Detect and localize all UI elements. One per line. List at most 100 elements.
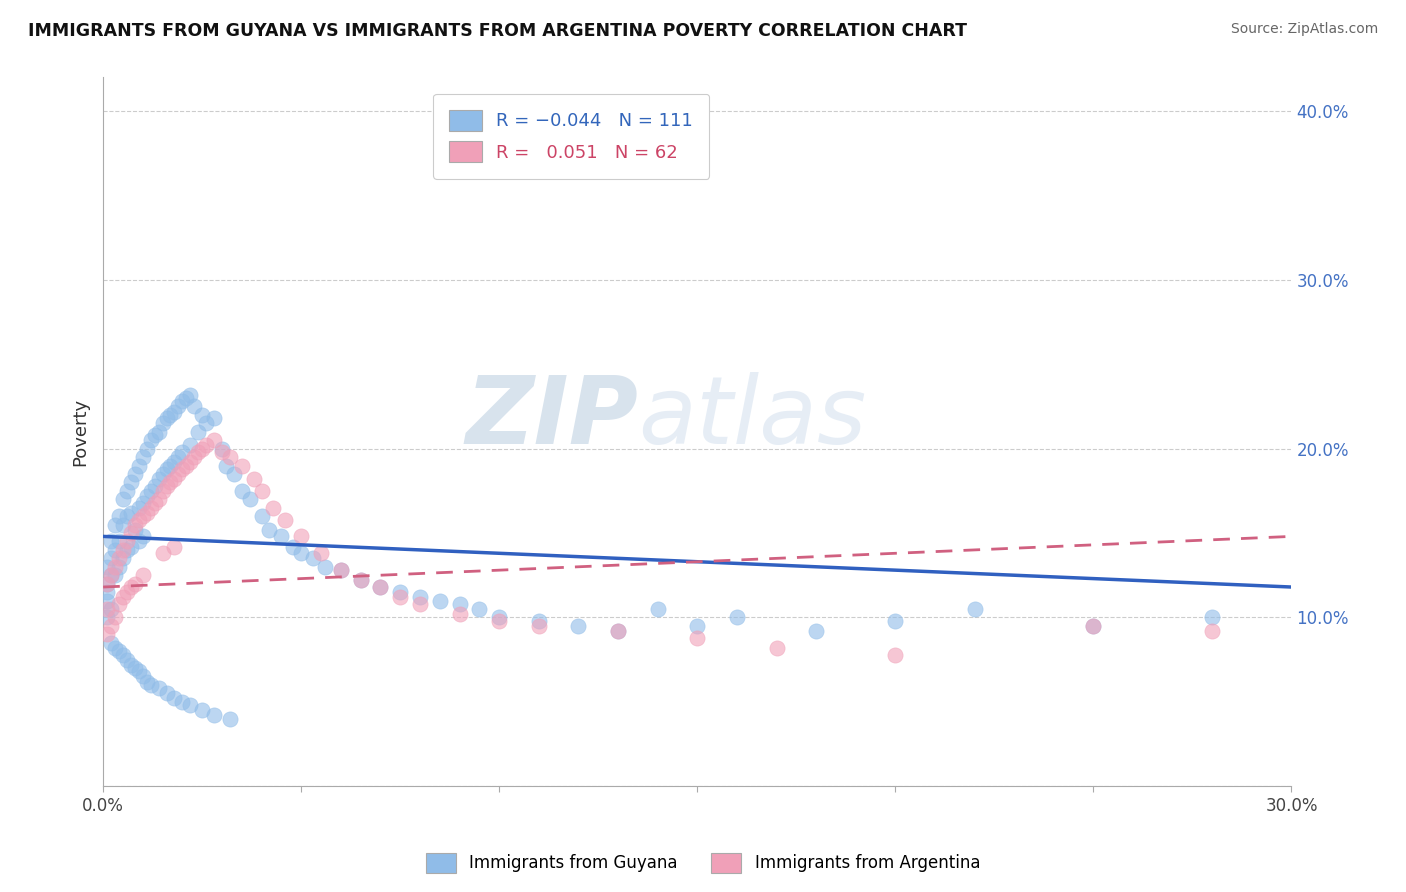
- Point: [120, 506, 142, 520]
- Point: [202, 411, 225, 425]
- Point: [111, 492, 134, 507]
- Point: [607, 624, 630, 638]
- Point: [132, 529, 155, 543]
- Point: [187, 425, 209, 439]
- Point: [100, 534, 122, 549]
- Point: [100, 636, 122, 650]
- Point: [176, 458, 198, 473]
- Point: [108, 644, 131, 658]
- Point: [231, 458, 253, 473]
- Point: [120, 657, 142, 672]
- Point: [290, 529, 312, 543]
- Point: [163, 691, 186, 706]
- Point: [409, 590, 432, 604]
- Point: [96, 576, 118, 591]
- Point: [349, 574, 371, 588]
- Point: [120, 540, 142, 554]
- Point: [725, 610, 748, 624]
- Point: [159, 408, 181, 422]
- Point: [191, 442, 214, 456]
- Point: [389, 585, 412, 599]
- Point: [135, 442, 157, 456]
- Point: [191, 408, 214, 422]
- Point: [135, 674, 157, 689]
- Text: atlas: atlas: [638, 372, 866, 463]
- Point: [370, 580, 392, 594]
- Point: [302, 551, 325, 566]
- Point: [1083, 619, 1105, 633]
- Y-axis label: Poverty: Poverty: [72, 398, 89, 466]
- Point: [143, 496, 166, 510]
- Point: [468, 602, 491, 616]
- Point: [250, 509, 273, 524]
- Point: [115, 509, 138, 524]
- Point: [139, 500, 162, 515]
- Point: [259, 523, 281, 537]
- Point: [148, 425, 170, 439]
- Point: [155, 462, 177, 476]
- Point: [128, 500, 150, 515]
- Point: [132, 509, 155, 524]
- Point: [179, 698, 201, 713]
- Point: [111, 551, 134, 566]
- Point: [148, 681, 170, 696]
- Point: [108, 597, 131, 611]
- Point: [128, 534, 150, 549]
- Point: [242, 472, 264, 486]
- Legend: R = −0.044   N = 111, R =   0.051   N = 62: R = −0.044 N = 111, R = 0.051 N = 62: [433, 94, 709, 178]
- Point: [686, 619, 709, 633]
- Point: [172, 445, 194, 459]
- Point: [215, 458, 238, 473]
- Point: [108, 509, 131, 524]
- Point: [152, 467, 174, 481]
- Point: [108, 551, 131, 566]
- Point: [100, 602, 122, 616]
- Point: [884, 614, 907, 628]
- Point: [96, 627, 118, 641]
- Point: [163, 472, 186, 486]
- Point: [96, 593, 118, 607]
- Point: [290, 546, 312, 560]
- Point: [143, 479, 166, 493]
- Point: [111, 517, 134, 532]
- Point: [231, 483, 253, 498]
- Point: [132, 669, 155, 683]
- Point: [155, 479, 177, 493]
- Legend: Immigrants from Guyana, Immigrants from Argentina: Immigrants from Guyana, Immigrants from …: [419, 847, 987, 880]
- Point: [163, 404, 186, 418]
- Point: [884, 648, 907, 662]
- Point: [195, 417, 218, 431]
- Point: [139, 678, 162, 692]
- Point: [370, 580, 392, 594]
- Point: [143, 428, 166, 442]
- Point: [172, 394, 194, 409]
- Point: [155, 411, 177, 425]
- Point: [124, 517, 146, 532]
- Point: [183, 450, 205, 464]
- Point: [159, 458, 181, 473]
- Point: [135, 489, 157, 503]
- Point: [104, 568, 127, 582]
- Point: [139, 434, 162, 448]
- Point: [219, 450, 242, 464]
- Point: [111, 648, 134, 662]
- Point: [108, 534, 131, 549]
- Point: [527, 619, 550, 633]
- Point: [686, 631, 709, 645]
- Point: [111, 542, 134, 557]
- Point: [211, 442, 233, 456]
- Point: [100, 551, 122, 566]
- Point: [155, 686, 177, 700]
- Point: [195, 438, 218, 452]
- Point: [115, 585, 138, 599]
- Point: [283, 540, 305, 554]
- Point: [132, 496, 155, 510]
- Text: Source: ZipAtlas.com: Source: ZipAtlas.com: [1230, 22, 1378, 37]
- Point: [172, 695, 194, 709]
- Point: [96, 610, 118, 624]
- Point: [96, 585, 118, 599]
- Point: [124, 661, 146, 675]
- Point: [172, 462, 194, 476]
- Point: [222, 467, 245, 481]
- Point: [132, 568, 155, 582]
